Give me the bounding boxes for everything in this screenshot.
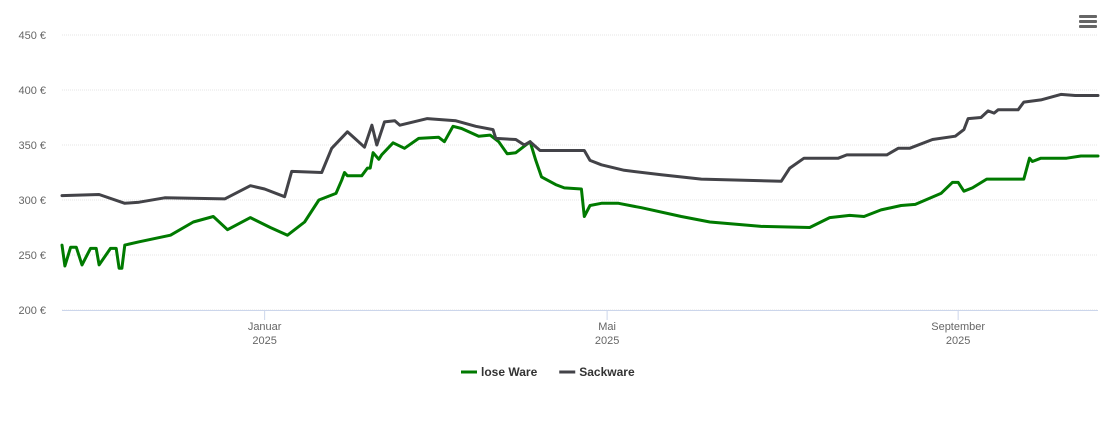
y-tick-label: 350 € — [18, 140, 46, 152]
menu-bar — [1079, 15, 1097, 18]
y-tick-label: 450 € — [18, 30, 46, 42]
legend-item[interactable]: Sackware — [559, 365, 635, 379]
legend-item[interactable]: lose Ware — [461, 365, 538, 379]
menu-button[interactable] — [1079, 15, 1097, 28]
x-tick-label: Januar 2025 — [248, 321, 282, 347]
legend: lose Ware Sackware — [461, 365, 635, 379]
y-tick-label: 400 € — [18, 85, 46, 97]
legend-label: Sackware — [579, 365, 635, 379]
y-tick-label: 250 € — [18, 250, 46, 262]
menu-bar — [1079, 20, 1097, 23]
y-tick-label: 200 € — [18, 305, 46, 317]
x-tick-label: September 2025 — [931, 321, 985, 347]
series-line — [60, 124, 1100, 270]
menu-bar — [1079, 25, 1097, 28]
legend-label: lose Ware — [481, 365, 538, 379]
y-tick-label: 300 € — [18, 195, 46, 207]
x-tick-label: Mai 2025 — [595, 321, 619, 347]
series-line — [60, 92, 1100, 205]
